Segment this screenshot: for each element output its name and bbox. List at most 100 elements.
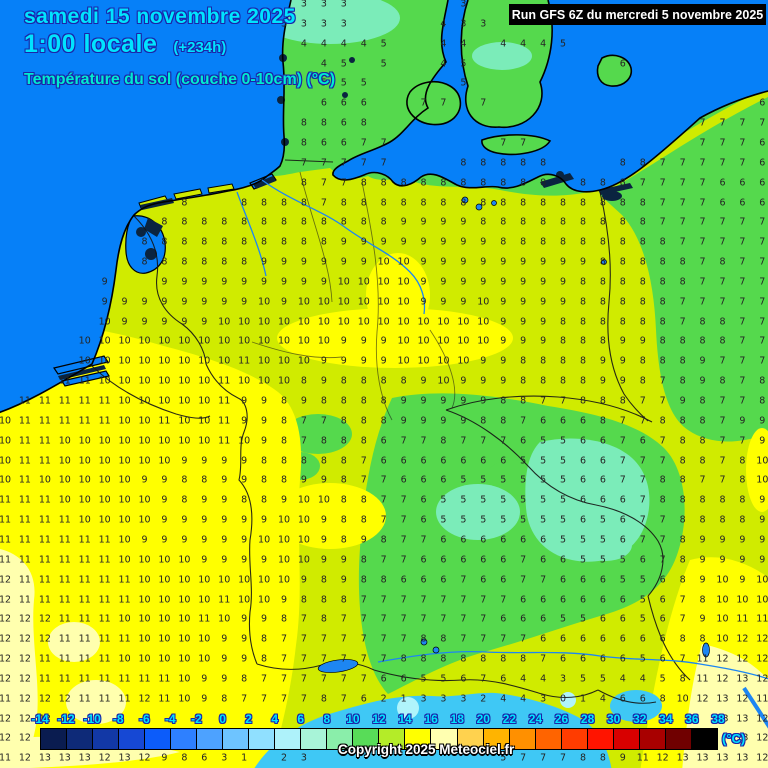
grid-value: 12 bbox=[138, 752, 151, 764]
grid-value: 10 bbox=[317, 296, 330, 308]
grid-value: 9 bbox=[320, 474, 327, 486]
grid-value: 7 bbox=[400, 613, 407, 625]
grid-value: 8 bbox=[560, 355, 567, 367]
grid-value: 10 bbox=[118, 375, 131, 387]
grid-value: 6 bbox=[619, 653, 626, 665]
grid-value: 10 bbox=[198, 415, 211, 427]
grid-value: 10 bbox=[337, 296, 350, 308]
grid-value: 9 bbox=[201, 276, 208, 288]
colorbar-labels: -14 -12 -10 -8 -6 -4 -2 0 2 4 6 8 10 12 14 16 18 20 22 24 26… bbox=[0, 712, 768, 728]
grid-value: 8 bbox=[639, 355, 646, 367]
grid-value: 9 bbox=[420, 375, 427, 387]
grid-value: 8 bbox=[221, 256, 228, 268]
grid-value: 9 bbox=[420, 276, 427, 288]
grid-value: 7 bbox=[639, 534, 646, 546]
grid-value: 6 bbox=[440, 455, 447, 467]
grid-value: 7 bbox=[480, 594, 487, 605]
grid-value: 12 bbox=[656, 752, 669, 764]
grid-value: 12 bbox=[0, 594, 12, 605]
grid-value: 9 bbox=[181, 514, 188, 526]
parameter-line: Température du sol (couche 0-10cm) (°C) bbox=[24, 71, 336, 88]
grid-value: 8 bbox=[380, 216, 387, 228]
grid-value: 10 bbox=[457, 316, 470, 328]
grid-value: 10 bbox=[118, 554, 131, 566]
grid-value: 10 bbox=[457, 355, 470, 367]
colorbar-label: 14 bbox=[398, 712, 412, 726]
grid-value: 7 bbox=[340, 633, 347, 645]
colorbar-cell bbox=[353, 729, 380, 749]
grid-value: 8 bbox=[619, 236, 626, 248]
grid-value: 10 bbox=[38, 474, 51, 486]
grid-value: 8 bbox=[679, 514, 686, 526]
grid-value: 10 bbox=[158, 335, 171, 347]
grid-value: 8 bbox=[201, 474, 208, 486]
grid-value: 8 bbox=[560, 375, 567, 387]
grid-value: 9 bbox=[161, 534, 168, 546]
grid-value: 10 bbox=[756, 594, 768, 605]
grid-value: 1 bbox=[400, 693, 407, 705]
grid-value: 6 bbox=[619, 494, 626, 506]
grid-value: 10 bbox=[337, 276, 350, 288]
grid-value: 8 bbox=[739, 514, 746, 526]
grid-value: 12 bbox=[18, 752, 31, 764]
grid-value: 8 bbox=[380, 177, 387, 189]
grid-value: 11 bbox=[198, 613, 211, 625]
grid-value: 7 bbox=[719, 455, 726, 467]
grid-value: 7 bbox=[659, 157, 666, 169]
colorbar-label: 20 bbox=[476, 712, 490, 726]
grid-value: 10 bbox=[198, 574, 211, 586]
grid-value: 8 bbox=[360, 494, 367, 506]
colorbar-label: 38 bbox=[711, 712, 725, 726]
colorbar-cell bbox=[665, 729, 692, 749]
grid-value: 6 bbox=[500, 554, 507, 566]
grid-value: 8 bbox=[440, 653, 447, 665]
grid-value: 8 bbox=[201, 236, 208, 248]
grid-value: 7 bbox=[659, 375, 666, 387]
grid-value: 3 bbox=[460, 18, 467, 30]
grid-value: 11 bbox=[18, 534, 31, 546]
grid-value: 7 bbox=[340, 177, 347, 189]
grid-value: 5 bbox=[460, 514, 467, 526]
grid-value: 8 bbox=[579, 375, 586, 387]
grid-value: 7 bbox=[719, 395, 726, 407]
grid-value: 4 bbox=[520, 38, 527, 50]
grid-value: 8 bbox=[360, 554, 367, 566]
grid-value: 9 bbox=[360, 256, 367, 268]
colorbar-cell bbox=[41, 729, 68, 749]
grid-value: 5 bbox=[639, 594, 646, 605]
grid-value: 4 bbox=[320, 58, 327, 70]
colorbar-cell bbox=[327, 729, 354, 749]
grid-value: 6 bbox=[400, 474, 407, 486]
grid-value: 6 bbox=[599, 653, 606, 665]
grid-value: 11 bbox=[98, 594, 111, 605]
grid-value: 8 bbox=[679, 335, 686, 347]
grid-value: 9 bbox=[221, 494, 228, 506]
grid-value: 10 bbox=[317, 335, 330, 347]
grid-value: 9 bbox=[320, 534, 327, 546]
grid-value: 8 bbox=[500, 177, 507, 189]
grid-value: 10 bbox=[198, 633, 211, 645]
grid-value: 10 bbox=[118, 455, 131, 467]
grid-value: 9 bbox=[101, 296, 108, 308]
grid-value: 10 bbox=[58, 435, 71, 447]
grid-value: 8 bbox=[599, 177, 606, 189]
grid-value: 8 bbox=[400, 197, 407, 208]
grid-value: 9 bbox=[300, 574, 307, 586]
grid-value: 10 bbox=[297, 554, 310, 566]
grid-value: 10 bbox=[98, 494, 111, 506]
grid-value: 12 bbox=[38, 633, 51, 645]
grid-value: 7 bbox=[659, 455, 666, 467]
grid-value: 8 bbox=[480, 216, 487, 228]
grid-value: 8 bbox=[699, 395, 706, 407]
grid-value: 7 bbox=[400, 494, 407, 506]
grid-value: 10 bbox=[178, 613, 191, 625]
grid-value: 10 bbox=[238, 375, 251, 387]
grid-value: 9 bbox=[280, 276, 288, 288]
grid-value: 10 bbox=[158, 653, 171, 665]
grid-value: 7 bbox=[679, 197, 686, 208]
grid-value: 7 bbox=[759, 335, 766, 347]
grid-value: 8 bbox=[599, 197, 606, 208]
grid-value: 10 bbox=[158, 633, 171, 645]
colorbar-label: 4 bbox=[271, 712, 279, 726]
grid-value: 6 bbox=[659, 574, 666, 586]
